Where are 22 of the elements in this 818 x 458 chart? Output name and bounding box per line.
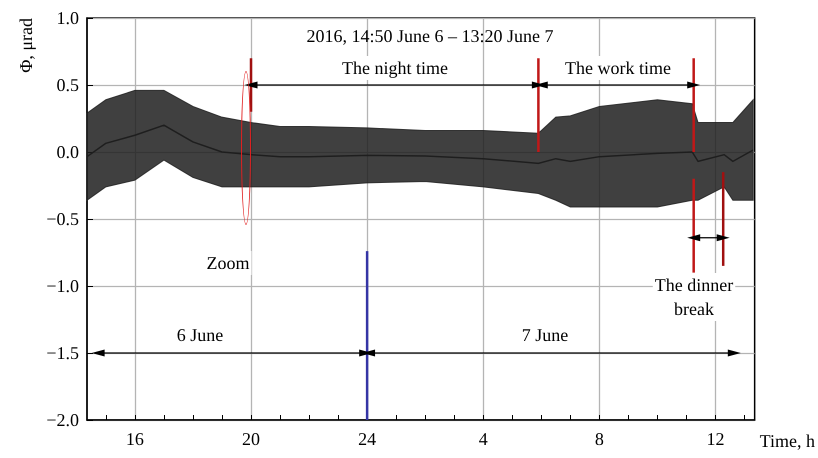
y-tick-label: −1.0 [46,276,79,296]
y-tick-label: −1.5 [46,343,79,363]
x-tick-label: 4 [478,429,488,449]
annotation: The dinner break [654,275,734,319]
x-tick-label: 8 [594,429,604,449]
annotation: The work time [565,58,671,78]
x-tick-label: 16 [126,429,144,449]
annotation: 7 June [522,325,568,345]
x-tick-label: 24 [358,429,376,449]
y-tick-label: 0.5 [56,75,79,95]
y-tick-label: 1.0 [56,8,79,28]
chart-title: 2016, 14:50 June 6 – 13:20 June 7 [306,26,554,46]
annotation: 6 June [176,325,224,345]
x-tick-label: 20 [242,429,260,449]
y-tick-label: −0.5 [46,209,79,229]
y-axis-title: Φ, μrad [16,18,36,73]
annotation: Zoom [206,253,250,273]
y-tick-label: −2.0 [46,410,79,430]
annotation: The night time [342,58,448,78]
x-axis-title: Time, h [760,431,816,451]
x-tick-label: 12 [706,429,724,449]
y-tick-label: 0.0 [56,142,79,162]
